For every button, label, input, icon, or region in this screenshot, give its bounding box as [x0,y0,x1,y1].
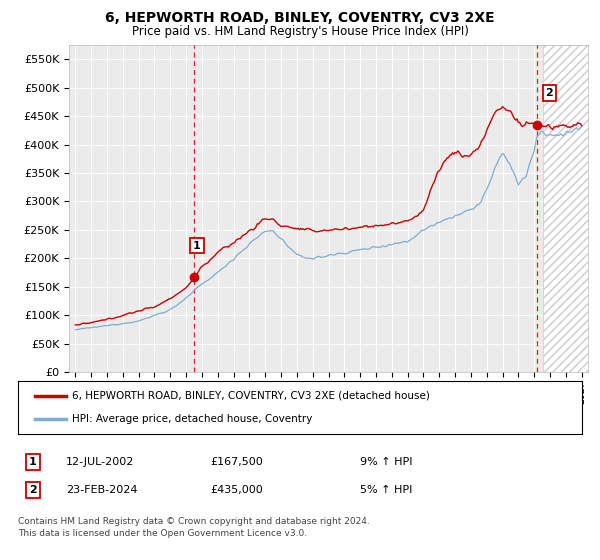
Text: 23-FEB-2024: 23-FEB-2024 [66,485,137,495]
Text: 6, HEPWORTH ROAD, BINLEY, COVENTRY, CV3 2XE: 6, HEPWORTH ROAD, BINLEY, COVENTRY, CV3 … [105,11,495,25]
Text: 6, HEPWORTH ROAD, BINLEY, COVENTRY, CV3 2XE (detached house): 6, HEPWORTH ROAD, BINLEY, COVENTRY, CV3 … [71,391,430,401]
Text: £167,500: £167,500 [210,457,263,467]
Text: £435,000: £435,000 [210,485,263,495]
Text: 5% ↑ HPI: 5% ↑ HPI [360,485,412,495]
Text: 2: 2 [29,485,37,495]
Text: 12-JUL-2002: 12-JUL-2002 [66,457,134,467]
Text: 9% ↑ HPI: 9% ↑ HPI [360,457,413,467]
Text: Contains HM Land Registry data © Crown copyright and database right 2024.: Contains HM Land Registry data © Crown c… [18,517,370,526]
Text: Price paid vs. HM Land Registry's House Price Index (HPI): Price paid vs. HM Land Registry's House … [131,25,469,38]
Text: 1: 1 [193,241,201,251]
Text: 1: 1 [29,457,37,467]
Text: 2: 2 [545,88,553,98]
Text: This data is licensed under the Open Government Licence v3.0.: This data is licensed under the Open Gov… [18,529,307,538]
Text: HPI: Average price, detached house, Coventry: HPI: Average price, detached house, Cove… [71,414,312,424]
